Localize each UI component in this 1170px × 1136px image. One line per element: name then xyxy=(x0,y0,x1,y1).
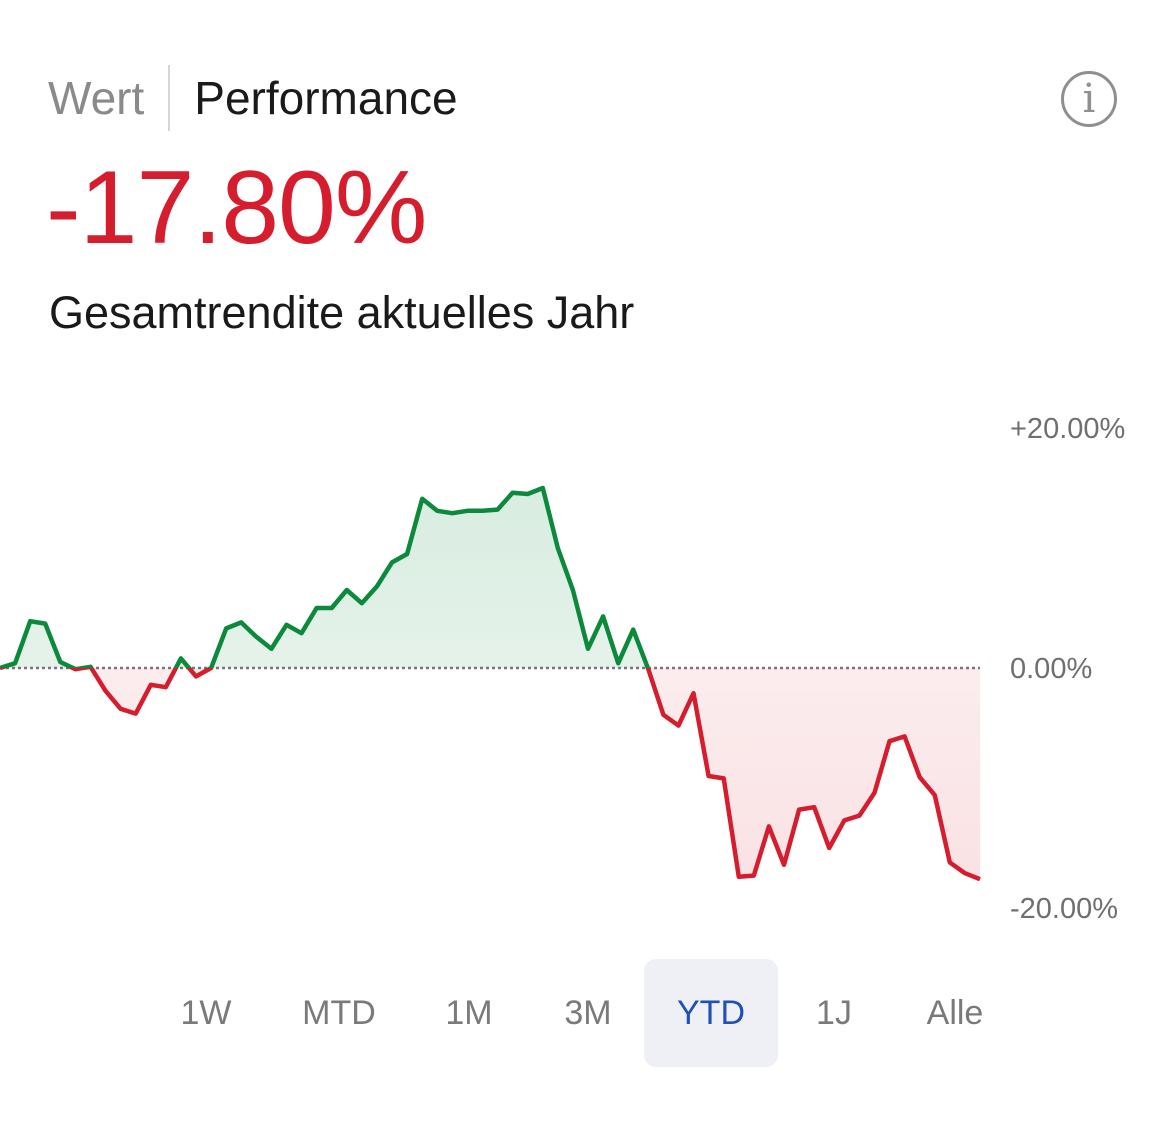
positive-area xyxy=(0,488,980,668)
period-3m[interactable]: 3M xyxy=(532,959,644,1067)
negative-area xyxy=(0,668,980,880)
performance-chart: +20.00% 0.00% -20.00% xyxy=(0,413,1125,925)
y-tick-label-top: +20.00% xyxy=(1010,413,1125,445)
performance-value: -17.80% xyxy=(46,150,427,266)
performance-caption: Gesamtrendite aktuelles Jahr xyxy=(49,287,635,338)
period-1j[interactable]: 1J xyxy=(778,959,890,1067)
negative-series-line xyxy=(0,668,981,882)
period-mtd[interactable]: MTD xyxy=(272,959,406,1067)
period-1w[interactable]: 1W xyxy=(140,959,272,1067)
tab-divider xyxy=(168,65,171,131)
view-tabs: Wert Performance xyxy=(48,62,458,134)
tab-wert[interactable]: Wert xyxy=(48,62,144,134)
tab-performance[interactable]: Performance xyxy=(194,62,457,134)
info-icon[interactable]: i xyxy=(1061,71,1117,127)
period-1m[interactable]: 1M xyxy=(406,959,532,1067)
positive-series-line xyxy=(0,485,651,668)
y-tick-label-bottom: -20.00% xyxy=(1010,893,1118,925)
period-selector: 1W MTD 1M 3M YTD 1J Alle xyxy=(140,958,1020,1068)
period-ytd[interactable]: YTD xyxy=(644,959,778,1067)
period-alle[interactable]: Alle xyxy=(890,959,1020,1067)
y-tick-label-zero: 0.00% xyxy=(1010,653,1092,685)
